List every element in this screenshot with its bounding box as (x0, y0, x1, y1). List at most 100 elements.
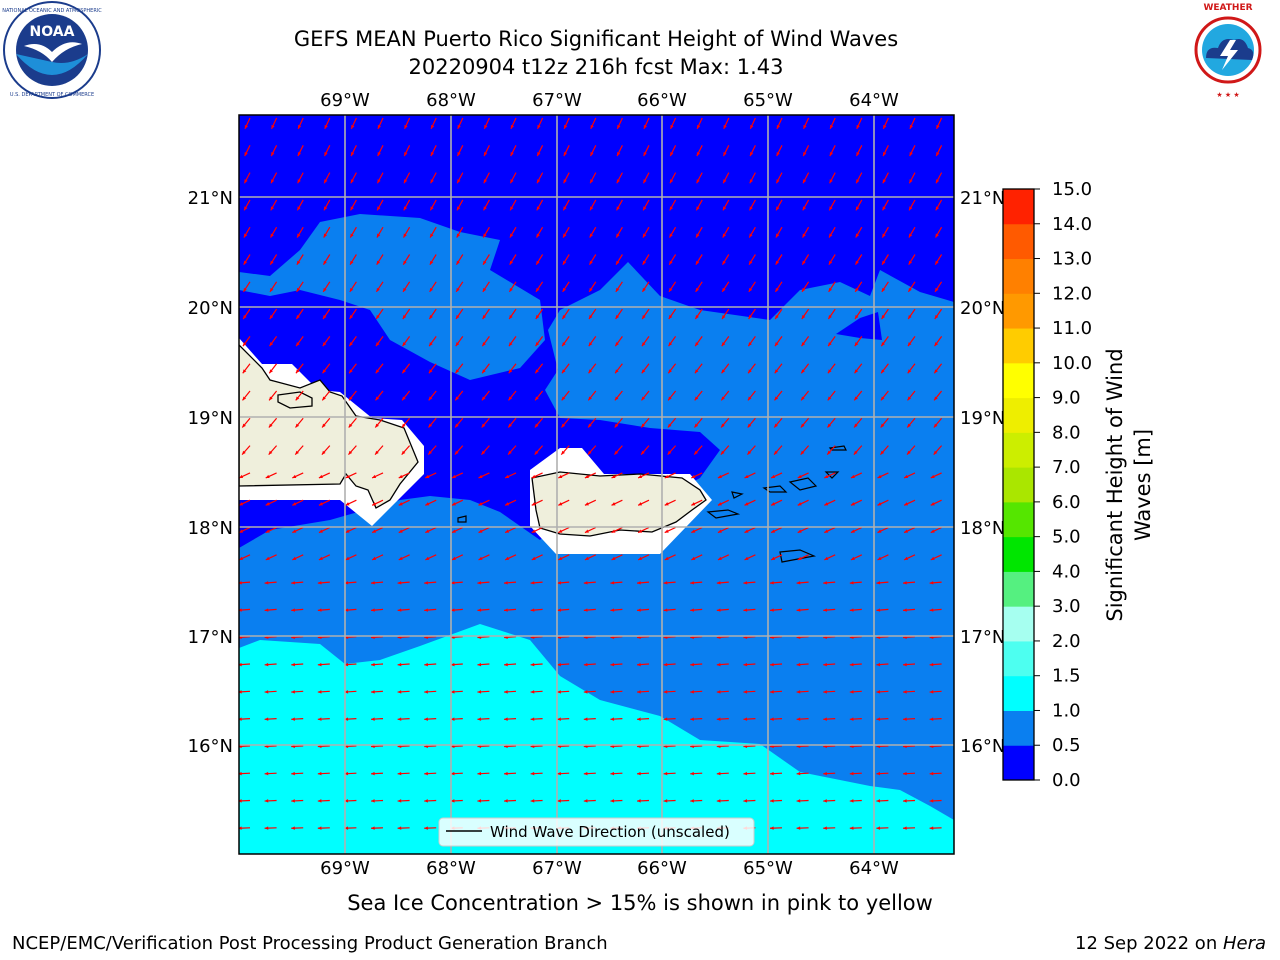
wind-wave-arrowhead (774, 396, 779, 401)
wind-wave-arrowhead (615, 315, 620, 319)
wind-wave-arrowhead (318, 502, 323, 506)
wind-wave-arrowhead (643, 206, 647, 211)
wind-wave-arrowhead (823, 608, 827, 612)
wind-wave-arrowhead (530, 662, 535, 667)
wind-wave-arrowhead (477, 799, 482, 803)
wind-wave-arrowhead (557, 799, 561, 803)
wind-wave-arrowhead (664, 529, 669, 533)
wind-wave-arrowhead (903, 662, 907, 667)
svg-text:★ ★ ★: ★ ★ ★ (1216, 91, 1239, 99)
wind-wave-arrowhead (904, 529, 909, 533)
wind-wave-arrowhead (424, 608, 428, 612)
wind-wave-arrowhead (504, 662, 508, 667)
wind-wave-arrowhead (771, 529, 776, 533)
lon-label: 66°W (637, 858, 687, 879)
wind-wave-arrowhead (270, 206, 275, 211)
wind-wave-arrowhead (611, 502, 616, 506)
lon-label: 65°W (743, 90, 793, 111)
wind-wave-arrowhead (483, 206, 487, 211)
wind-wave-arrowhead (721, 369, 726, 374)
wind-wave-arrowhead (350, 206, 354, 211)
wind-wave-arrowhead (663, 717, 668, 721)
wind-wave-arrowhead (663, 771, 668, 776)
wind-wave-arrowhead (371, 826, 375, 830)
wind-wave-arrowhead (717, 474, 722, 479)
wind-wave-arrowhead (880, 423, 885, 428)
wind-wave-arrowhead (614, 450, 619, 455)
wind-wave-arrowhead (611, 556, 616, 560)
wind-wave-arrowhead (637, 581, 641, 585)
wind-wave-arrowhead (510, 206, 514, 211)
wind-wave-arrowhead (297, 179, 301, 184)
wind-wave-arrowhead (796, 717, 801, 721)
sea-ice-caption: Sea Ice Concentration > 15% is shown in … (347, 891, 933, 915)
chart-title: GEFS MEAN Puerto Rico Significant Height… (293, 27, 899, 51)
wind-wave-arrowhead (455, 369, 460, 374)
colorbar-tick-label: 14.0 (1052, 214, 1092, 235)
wind-wave-arrowhead (694, 369, 699, 374)
wind-wave-arrowhead (669, 233, 673, 238)
wind-wave-arrowhead (830, 124, 834, 129)
wind-wave-arrowhead (695, 315, 699, 319)
wind-wave-arrowhead (450, 662, 455, 667)
wind-wave-arrowhead (876, 799, 881, 803)
wind-wave-arrowhead (376, 260, 381, 265)
wind-wave-arrowhead (610, 662, 615, 667)
wind-wave-arrowhead (244, 179, 248, 184)
colorbar-ticks: 0.0 0.5 1.0 1.5 2.0 3.0 4.0 5.0 6.0 7.0 8.0 9.0 10.0… (1034, 179, 1092, 791)
wind-wave-arrowhead (695, 260, 700, 265)
wind-wave-arrowhead (536, 260, 540, 265)
colorbar-tick-label: 13.0 (1052, 249, 1092, 270)
wind-wave-arrowhead (583, 799, 588, 803)
wind-wave-arrowhead (590, 179, 594, 184)
wind-wave-arrowhead (424, 826, 428, 830)
wind-wave-arrowhead (291, 771, 295, 776)
wind-wave-arrowhead (481, 423, 486, 428)
wind-wave-arrowhead (375, 450, 379, 455)
wind-wave-arrowhead (269, 342, 274, 347)
colorbar-tick-label: 15.0 (1052, 179, 1092, 200)
colorbar-tick-label: 10.0 (1052, 353, 1092, 374)
wind-wave-arrowhead (797, 556, 802, 560)
wind-wave-arrowhead (537, 124, 541, 129)
wind-wave-arrowhead (583, 690, 588, 694)
wind-wave-arrowhead (589, 206, 594, 211)
wind-wave-arrowhead (403, 260, 407, 265)
wind-wave-arrowhead (641, 450, 645, 455)
wind-wave-arrowhead (876, 690, 881, 694)
wind-wave-arrowhead (295, 396, 300, 401)
wind-wave-arrowhead (743, 662, 748, 667)
wind-wave-arrowhead (853, 450, 858, 455)
wind-wave-arrowhead (796, 771, 801, 776)
wind-wave-arrowhead (344, 608, 349, 612)
wind-wave-arrowhead (909, 124, 914, 129)
wind-wave-arrowhead (239, 556, 244, 560)
wind-wave-arrowhead (322, 396, 326, 401)
wind-wave-arrowhead (664, 474, 669, 479)
wind-wave-arrowhead (929, 771, 934, 776)
wind-wave-arrowhead (854, 396, 858, 401)
wind-wave-arrowhead (322, 342, 327, 347)
wind-wave-arrowhead (509, 260, 514, 265)
wind-wave-arrowhead (642, 233, 647, 238)
wind-wave-arrowhead (690, 771, 694, 776)
wind-wave-arrowhead (504, 608, 508, 612)
wind-wave-arrowhead (776, 179, 780, 184)
colorbar-segment (1003, 328, 1034, 364)
wind-wave-arrowhead (670, 179, 674, 184)
wind-wave-arrowhead (827, 450, 831, 455)
wind-wave-arrowhead (934, 369, 938, 374)
lon-label: 66°W (637, 90, 687, 111)
wind-wave-arrowhead (587, 450, 592, 455)
wind-wave-arrowhead (588, 369, 593, 374)
wind-wave-arrowhead (802, 206, 807, 211)
wind-wave-arrowhead (829, 152, 834, 157)
wind-wave-arrowhead (617, 124, 621, 129)
wind-wave-arrowhead (317, 771, 322, 776)
wind-wave-arrowhead (534, 423, 539, 428)
wind-wave-arrowhead (350, 233, 354, 238)
wind-wave-arrowhead (716, 799, 721, 803)
wind-wave-arrowhead (611, 529, 616, 533)
wind-wave-arrowhead (317, 690, 322, 694)
wind-wave-arrowhead (588, 396, 592, 401)
